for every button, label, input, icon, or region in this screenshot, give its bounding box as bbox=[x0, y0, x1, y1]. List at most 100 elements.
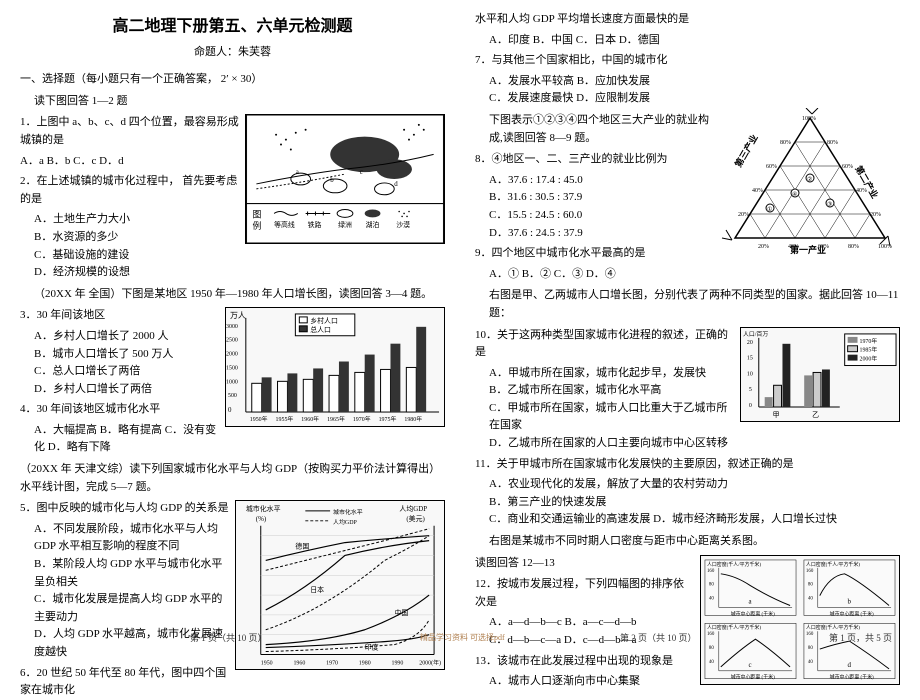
svg-text:德国: 德国 bbox=[295, 542, 309, 551]
svg-text:乙: 乙 bbox=[812, 410, 819, 418]
svg-text:人口密度(千人/平方千米): 人口密度(千人/平方千米) bbox=[806, 561, 860, 568]
bar2-figure: 人口/百万 05 1015 20 1970年 1985年 2000年 甲 bbox=[740, 327, 900, 422]
svg-text:乡村人口: 乡村人口 bbox=[310, 316, 338, 325]
panel-c: 人口密度(千人/平方千米) 1608040 城市中心距离 (千米) c bbox=[705, 623, 796, 680]
svg-text:(美元): (美元) bbox=[406, 514, 424, 523]
svg-text:1970年: 1970年 bbox=[353, 415, 371, 423]
bars bbox=[252, 327, 426, 412]
q7b: C．发展速度最快 D．应限制发展 bbox=[475, 90, 900, 108]
svg-text:城市中心距离 (千米): 城市中心距离 (千米) bbox=[830, 610, 874, 617]
svg-text:1965年: 1965年 bbox=[327, 415, 345, 423]
svg-text:甲: 甲 bbox=[773, 410, 780, 418]
svg-text:④: ④ bbox=[792, 191, 797, 198]
svg-text:160: 160 bbox=[806, 632, 814, 637]
svg-text:1000: 1000 bbox=[226, 380, 238, 386]
svg-text:1950年: 1950年 bbox=[250, 415, 268, 423]
svg-text:1970: 1970 bbox=[326, 661, 338, 667]
svg-text:人均GDP: 人均GDP bbox=[333, 518, 357, 526]
svg-text:80%: 80% bbox=[827, 140, 838, 146]
svg-text:d: d bbox=[394, 181, 398, 188]
q11c: C．商业和交通运输业的高速发展 D．城市经济畸形发展，人口增长过快 bbox=[475, 511, 900, 529]
svg-text:40: 40 bbox=[808, 596, 813, 601]
q11b: B．第三产业的快速发展 bbox=[475, 494, 900, 512]
svg-text:d: d bbox=[847, 661, 851, 668]
svg-text:人口/百万: 人口/百万 bbox=[743, 330, 768, 337]
svg-text:40: 40 bbox=[709, 596, 714, 601]
svg-text:60%: 60% bbox=[818, 244, 829, 250]
svg-text:b: b bbox=[330, 177, 334, 184]
svg-text:40%: 40% bbox=[856, 188, 867, 194]
svg-text:人均GDP: 人均GDP bbox=[399, 504, 427, 513]
svg-text:c: c bbox=[360, 169, 363, 176]
svg-text:城市中心距离 (千米): 城市中心距离 (千米) bbox=[830, 673, 874, 680]
svg-text:城市中心距离 (千米): 城市中心距离 (千米) bbox=[731, 610, 775, 617]
svg-text:80%: 80% bbox=[848, 244, 859, 250]
svg-text:2000年: 2000年 bbox=[860, 354, 878, 362]
instr-3: （20XX 年 天津文综）读下列国家城市化水平与人均 GDP（按购买力平价法计算… bbox=[20, 461, 445, 496]
svg-text:③: ③ bbox=[827, 201, 832, 208]
svg-text:1955年: 1955年 bbox=[276, 415, 294, 423]
svg-text:总人口: 总人口 bbox=[310, 325, 331, 334]
svg-text:20%: 20% bbox=[738, 212, 749, 218]
svg-text:绿洲: 绿洲 bbox=[338, 221, 352, 230]
svg-text:第三产业: 第三产业 bbox=[732, 132, 760, 169]
svg-text:(%): (%) bbox=[256, 516, 266, 523]
q7a: A．发展水平较高 B．应加快发展 bbox=[475, 73, 900, 91]
svg-text:a: a bbox=[749, 598, 752, 605]
svg-text:60%: 60% bbox=[842, 164, 853, 170]
svg-text:160: 160 bbox=[707, 632, 715, 637]
panel-a: 人口密度(千人/平方千米) 1608040 城市中心距离 (千米) a bbox=[705, 560, 796, 617]
svg-text:80: 80 bbox=[709, 646, 714, 651]
triangle-figure: 第一产业 第二产业 第三产业 20%40% 60%80% 100% 20%40%… bbox=[720, 108, 900, 258]
svg-text:人口密度(千人/平方千米): 人口密度(千人/平方千米) bbox=[707, 624, 761, 631]
doc-title: 高二地理下册第五、六单元检测题 bbox=[20, 14, 445, 40]
svg-text:2000: 2000 bbox=[226, 352, 238, 358]
svg-text:城市中心距离 (千米): 城市中心距离 (千米) bbox=[731, 673, 775, 680]
q10d: D．乙城市所在国家的人口主要向城市中心区转移 bbox=[475, 435, 900, 453]
svg-text:例: 例 bbox=[252, 221, 261, 232]
q11: 11．关于甲城市所在国家城市化发展快的主要原因，叙述正确的是 bbox=[475, 456, 900, 474]
svg-text:160: 160 bbox=[806, 568, 814, 573]
svg-text:等高线: 等高线 bbox=[274, 221, 295, 230]
footer-right-page: 第 2 页（共 10 页） bbox=[620, 631, 697, 645]
legend-title: 图 bbox=[252, 210, 261, 220]
q9-opts: A．① B．② C．③ D．④ bbox=[475, 266, 900, 284]
svg-text:20: 20 bbox=[747, 339, 753, 345]
svg-text:湖泊: 湖泊 bbox=[366, 221, 380, 230]
footer-pagecount: 第 1 页，共 5 页 bbox=[829, 631, 892, 645]
bar-chart-figure: 万人 0 500 1000 1500 2000 2500 3000 乡村人口 总… bbox=[225, 307, 445, 427]
svg-text:1980年: 1980年 bbox=[404, 415, 422, 423]
doc-author: 命题人：朱芙蓉 bbox=[20, 44, 445, 62]
q7: 7．与其他三个国家相比，中国的城市化 bbox=[475, 52, 900, 70]
svg-text:100%: 100% bbox=[802, 116, 816, 122]
q2d: D．经济规模的设想 bbox=[20, 264, 445, 282]
svg-text:20%: 20% bbox=[758, 244, 769, 250]
svg-text:铁路: 铁路 bbox=[308, 221, 322, 230]
svg-text:0: 0 bbox=[228, 407, 232, 414]
svg-text:1980: 1980 bbox=[359, 661, 371, 667]
svg-text:沙漠: 沙漠 bbox=[396, 221, 410, 230]
svg-text:1500: 1500 bbox=[226, 366, 238, 372]
svg-text:3000: 3000 bbox=[226, 324, 238, 330]
panel-b: 人口密度(千人/平方千米) 160 80 40 城市中心距离 (千米) b bbox=[804, 560, 895, 617]
svg-text:人口密度(千人/平方千米): 人口密度(千人/平方千米) bbox=[707, 561, 761, 568]
svg-text:c: c bbox=[749, 661, 752, 668]
q6-opts: A．印度 B．中国 C．日本 D．德国 bbox=[475, 32, 900, 50]
svg-text:2500: 2500 bbox=[226, 338, 238, 344]
svg-text:10: 10 bbox=[747, 371, 753, 377]
svg-text:b: b bbox=[847, 598, 851, 605]
svg-text:1960年: 1960年 bbox=[301, 415, 319, 423]
svg-text:城市化水平: 城市化水平 bbox=[246, 504, 281, 513]
map-figure: a b c d 图 例 等高线 铁路 绿洲 湖泊 沙漠 bbox=[245, 114, 445, 244]
svg-text:2000(年): 2000(年) bbox=[419, 659, 441, 667]
svg-text:万人: 万人 bbox=[230, 311, 246, 320]
left-column: 高二地理下册第五、六单元检测题 命题人：朱芙蓉 一、选择题（每小题只有一个正确答… bbox=[20, 8, 445, 608]
svg-text:日本: 日本 bbox=[310, 585, 324, 594]
svg-text:中国: 中国 bbox=[394, 608, 408, 617]
right-column: 水平和人均 GDP 平均增长速度方面最快的是 A．印度 B．中国 C．日本 D．… bbox=[475, 8, 900, 608]
svg-text:160: 160 bbox=[707, 568, 715, 573]
footer-left: 第 1 页（共 10 页） bbox=[190, 631, 267, 645]
svg-text:80: 80 bbox=[808, 582, 813, 587]
svg-text:500: 500 bbox=[228, 393, 237, 399]
q2c: C．基础设施的建设 bbox=[20, 247, 445, 265]
